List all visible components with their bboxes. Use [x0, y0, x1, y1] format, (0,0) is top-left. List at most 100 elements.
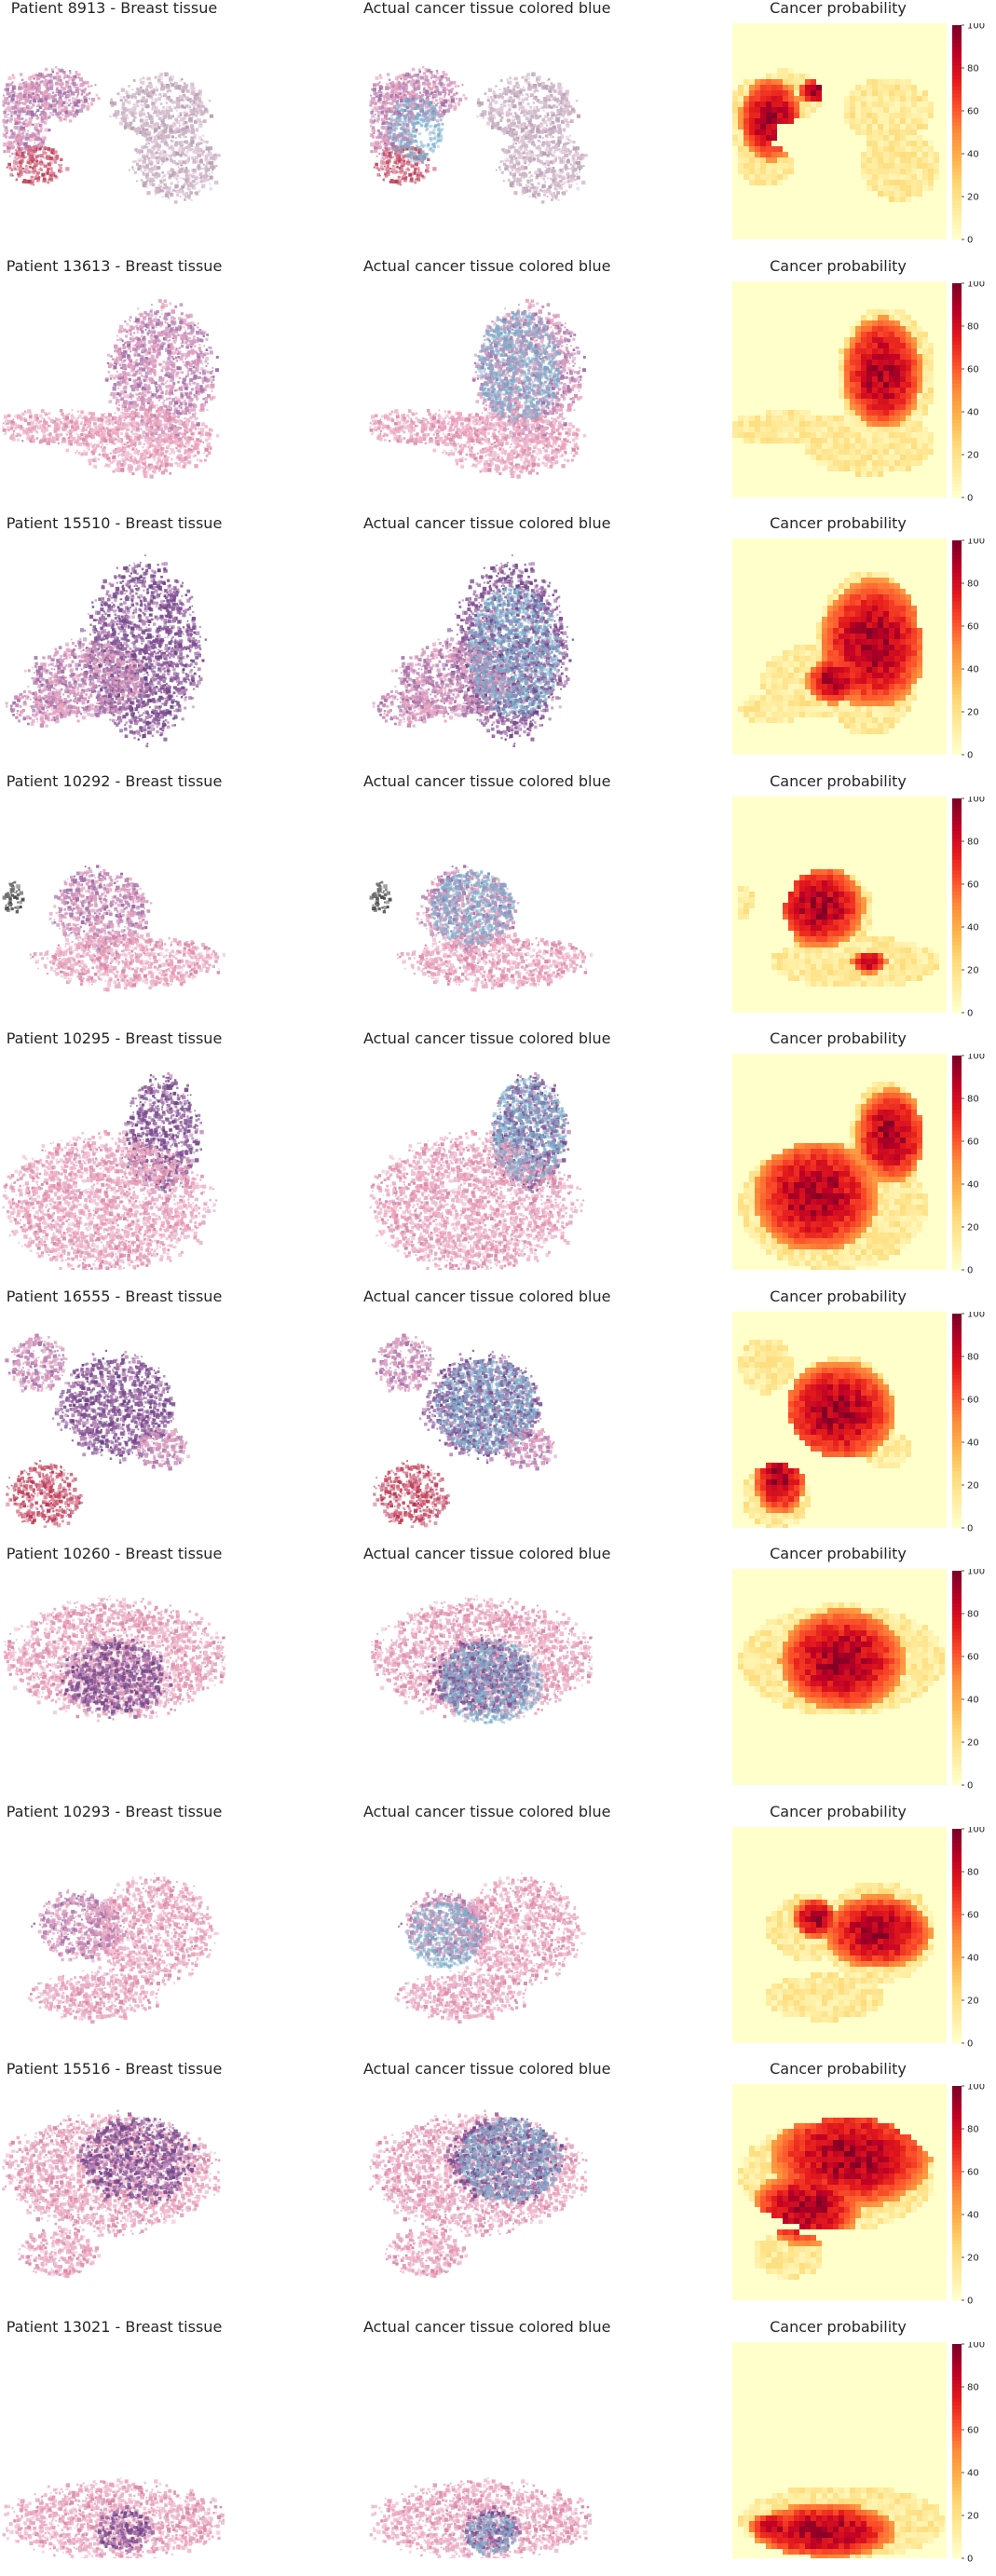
- heatmap-cell: [878, 129, 883, 135]
- tissue-pixel: [400, 83, 402, 86]
- tissue-pixel: [552, 84, 555, 88]
- tissue-pixel: [386, 171, 389, 174]
- heatmap-cell: [850, 124, 855, 129]
- tissue-pixel: [562, 108, 565, 111]
- colorbar-gradient-step: [952, 58, 962, 61]
- heatmap-cell: [928, 152, 934, 157]
- heatmap-cell: [894, 129, 900, 135]
- tissue-pixel: [29, 166, 32, 169]
- tissue-pixel: [544, 142, 548, 145]
- tissue-pixel: [386, 160, 389, 164]
- tissue-pixel: [48, 95, 53, 100]
- tissue-pixel: [383, 140, 385, 142]
- tissue-pixel: [55, 110, 57, 112]
- tissue-pixel: [559, 172, 562, 175]
- tissue-pixel: [553, 136, 554, 138]
- tissue-pixel: [451, 89, 454, 91]
- heatmap-cell: [855, 118, 861, 124]
- tissue-pixel: [90, 102, 93, 105]
- tissue-pixel: [508, 104, 510, 106]
- heatmap-cell: [906, 152, 911, 157]
- heatmap-cell: [760, 141, 766, 146]
- tissue-pixel: [130, 122, 133, 126]
- cancer-overlay-pixel: [402, 130, 405, 133]
- cancer-overlay-pixel: [422, 120, 425, 123]
- tissue-pixel: [58, 89, 61, 93]
- tissue-pixel: [129, 170, 130, 171]
- tissue-pixel: [209, 184, 211, 185]
- colorbar-gradient-step: [952, 36, 962, 40]
- heatmap-cell: [749, 163, 755, 169]
- cancer-overlay-pixel: [418, 159, 421, 162]
- heatmap-cell: [917, 185, 922, 191]
- colorbar-gradient-step: [952, 82, 962, 86]
- tissue-pixel: [189, 191, 193, 195]
- tissue-pixel: [489, 102, 492, 104]
- heatmap-cell: [889, 169, 894, 174]
- tissue-image: [2, 281, 225, 497]
- tissue-pixel: [379, 146, 382, 149]
- tissue-pixel: [25, 165, 27, 167]
- tissue-pixel: [570, 119, 574, 123]
- heatmap-cell: [866, 107, 872, 113]
- heatmap-cell: [766, 113, 771, 118]
- tissue-pixel: [87, 108, 89, 111]
- tissue-pixel: [39, 147, 42, 150]
- tissue-pixel: [36, 115, 38, 116]
- colorbar-gradient-step: [952, 214, 962, 218]
- heatmap-cell: [883, 152, 889, 157]
- tissue-pixel: [28, 112, 31, 115]
- tissue-pixel: [534, 154, 536, 156]
- tissue-pixel: [525, 126, 528, 129]
- heatmap-cell: [900, 163, 906, 169]
- tissue-pixel: [26, 96, 28, 98]
- tissue-pixel: [499, 89, 501, 90]
- cancer-overlay-pixel: [394, 140, 397, 143]
- cancer-overlay-pixel: [415, 115, 417, 117]
- tissue-pixel: [65, 167, 69, 170]
- heatmap-cell: [934, 157, 939, 163]
- tissue-pixel: [381, 111, 384, 114]
- heatmap-cell: [760, 157, 766, 163]
- tissue-pixel: [171, 115, 174, 117]
- tissue-pixel: [387, 93, 389, 96]
- tissue-pixel: [33, 165, 34, 167]
- tissue-pixel: [9, 120, 12, 123]
- heatmap-cell: [911, 96, 917, 102]
- heatmap-cell: [911, 169, 917, 174]
- heatmap-cell: [850, 96, 855, 102]
- tissue-pixel: [187, 157, 190, 160]
- tissue-pixel: [196, 96, 198, 99]
- tissue-pixel: [180, 154, 183, 157]
- tissue-pixel: [395, 76, 399, 80]
- tissue-pixel: [538, 182, 540, 184]
- tissue-pixel: [429, 83, 431, 86]
- heatmap-cell: [732, 113, 738, 118]
- heatmap-cell: [732, 102, 738, 107]
- tissue-pixel: [394, 152, 397, 155]
- tissue-pixel: [44, 181, 46, 183]
- tissue-pixel: [568, 168, 570, 170]
- tissue-pixel: [508, 81, 512, 85]
- tissue-pixel: [552, 163, 553, 165]
- tissue-pixel: [177, 142, 181, 145]
- heatmap-cell: [878, 107, 883, 113]
- tissue-pixel: [536, 146, 539, 149]
- cancer-overlay-pixel: [427, 145, 430, 148]
- tissue-pixel: [553, 116, 555, 117]
- heatmap-cell: [732, 135, 738, 141]
- cancer-overlay-pixel: [430, 112, 433, 115]
- heatmap-cell: [744, 118, 749, 124]
- cancer-overlay-pixel: [426, 153, 429, 156]
- heatmap-cell: [794, 107, 799, 113]
- tissue-pixel: [128, 117, 130, 119]
- tissue-pixel: [170, 193, 173, 197]
- tissue-pixel: [140, 119, 142, 121]
- tissue-pixel: [573, 158, 575, 160]
- tissue-pixel: [379, 74, 382, 76]
- heatmap-cell: [922, 96, 928, 102]
- tissue-pixel: [558, 130, 562, 134]
- colorbar-gradient-step: [952, 208, 962, 211]
- tissue-pixel: [19, 160, 22, 164]
- tissue-pixel: [414, 172, 416, 175]
